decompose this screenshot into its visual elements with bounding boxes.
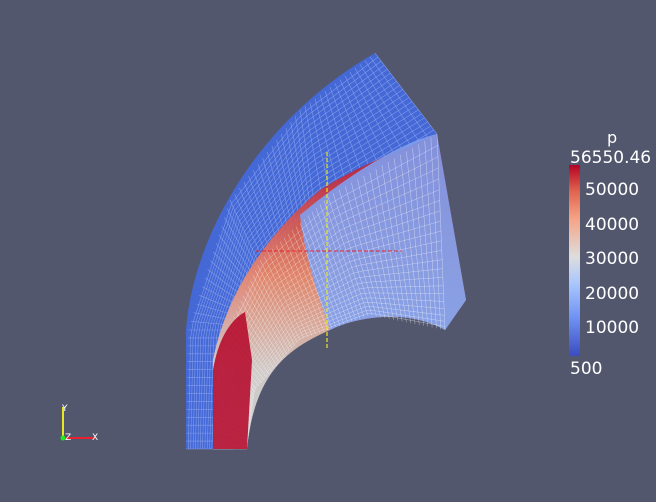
inner-mesh-radial-line [252,275,293,349]
inner-mesh-radial-line [299,222,341,326]
inner-mesh-radial-line [250,280,290,352]
outer-mesh-arc-line [199,77,394,450]
inner-mesh-radial-line [259,259,301,341]
scalar-bar-legend: p 56550.46 50000 40000 30000 20000 10000… [560,128,656,388]
inner-mesh-radial-line [267,252,309,338]
inner-mesh-radial-line [245,290,285,358]
inner-mesh-radial-line [345,186,381,318]
inner-mesh-radial-line [357,179,390,319]
inner-mesh-radial-line [418,144,433,328]
inner-mesh-arc-line [244,306,445,450]
outer-mesh-arc-line [192,64,385,450]
inner-mesh-radial-line [271,248,313,336]
outer-mesh-radial-line [299,109,316,209]
inner-mesh-radial-line [424,140,437,329]
inner-mesh-radial-line [257,265,298,343]
outer-region-fill [186,53,437,449]
inner-mesh-radial-line [430,137,441,330]
outer-mesh-arc-line [195,68,388,450]
center-axes-crosshair [256,152,401,350]
inner-mesh-radial-line [247,285,288,355]
inner-mesh-radial-line [387,161,411,324]
scalar-bar-tick-30000: 30000 [585,249,640,269]
orientation-axes-widget: Y Z X [60,404,98,443]
mesh-surface [186,52,466,450]
inner-mesh-radial-line [254,270,296,346]
inner-mesh-radial-line [283,237,325,332]
inner-mesh-radial-line [363,175,394,320]
inner-mesh-radial-line [406,151,424,326]
inner-mesh-radial-line [295,226,337,328]
inner-mesh-radial-line [287,233,329,331]
inner-mesh-radial-line [400,154,420,325]
inner-mesh-radial-line [327,196,369,316]
inner-right-region-fill [300,134,466,330]
inner-mesh-radial-line [351,182,386,319]
inner-mesh-radial-line [323,200,365,318]
inner-mesh-radial-line [375,168,403,322]
scalar-bar-tick-50000: 50000 [585,180,640,200]
outer-mesh-arc-line [202,81,397,450]
inner-mesh-radial-line [311,211,353,322]
inner-mesh-radial-line [242,295,283,361]
scalar-bar-tick-10000: 10000 [585,318,640,338]
outer-mesh-arc-line [209,93,407,450]
inner-mesh-radial-line [263,256,305,339]
inner-mesh-radial-line [393,158,416,325]
scalar-bar-tick-40000: 40000 [585,215,640,235]
inner-mesh-radial-line [319,204,361,319]
inner-mesh-arc-line [245,310,445,450]
inner-mesh-radial-line [369,172,399,321]
outer-mesh-arc-line [206,89,404,450]
axis-x-label: X [92,433,98,443]
scalar-bar-max-label: 56550.46 [570,148,652,168]
axis-z-label: Z [65,433,71,443]
inner-mesh-radial-line [279,241,321,333]
inner-mesh-radial-line [436,133,446,331]
scalar-bar-min-label: 500 [570,359,603,379]
outer-mesh-arc-line [190,60,382,450]
outer-mesh-arc-line [197,73,391,450]
inner-mesh-radial-line [275,245,317,335]
inner-mesh-radial-line [307,215,349,323]
inner-mesh-radial-line [338,189,377,317]
outer-mesh-arc-line [188,56,379,450]
inner-mesh-arc-line [246,313,445,450]
bottom-hot-region [213,312,252,449]
outer-mesh-arc-line [204,85,400,450]
axis-y-label: Y [61,404,68,414]
inner-mesh-radial-line [315,207,357,321]
inner-mesh-radial-line [291,230,333,329]
inner-mesh-radial-line [412,147,429,327]
scalar-bar-gradient [569,165,580,356]
inner-mesh-radial-line [303,219,345,325]
scalar-bar-tick-20000: 20000 [585,284,640,304]
scalar-bar-title: p [607,128,618,147]
inner-mesh-radial-line [240,301,280,363]
inner-mesh-radial-line [381,165,407,323]
